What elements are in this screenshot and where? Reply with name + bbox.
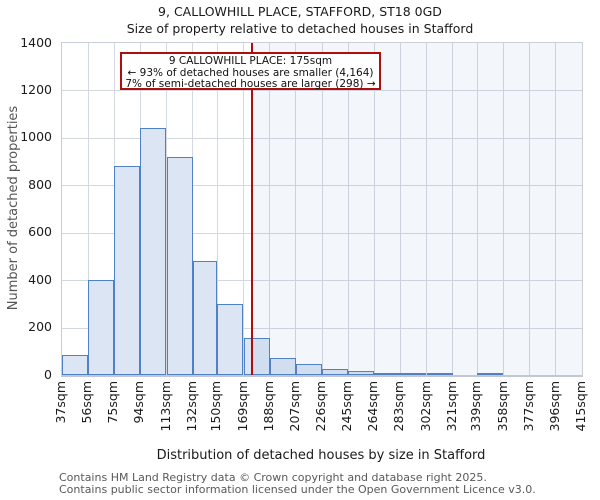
- footer-line-1: Contains HM Land Registry data © Crown c…: [59, 471, 487, 484]
- x-tick-label: 264sqm: [365, 381, 381, 432]
- grid-line-vertical: [321, 43, 323, 375]
- grid-line-horizontal: [62, 185, 582, 187]
- x-tick-label: 150sqm: [208, 381, 224, 432]
- x-tick-label: 132sqm: [183, 381, 199, 432]
- grid-line-vertical: [192, 43, 194, 375]
- histogram-bar: [62, 354, 89, 375]
- plot-area: 9 CALLOWHILL PLACE: 175sqm ← 93% of deta…: [61, 42, 583, 377]
- chart-title: 9, CALLOWHILL PLACE, STAFFORD, ST18 0GD: [158, 4, 442, 19]
- title-block: 9, CALLOWHILL PLACE, STAFFORD, ST18 0GD …: [0, 3, 600, 38]
- larger-region-shading: [251, 43, 582, 375]
- y-tick-label: 1000: [20, 129, 52, 145]
- grid-line-vertical: [243, 43, 245, 375]
- grid-line-vertical: [295, 43, 297, 375]
- x-tick-label: 75sqm: [105, 381, 121, 424]
- grid-line-vertical: [476, 43, 478, 375]
- grid-line-horizontal: [62, 280, 582, 282]
- grid-line-vertical: [529, 43, 531, 375]
- footer-line-2: Contains public sector information licen…: [59, 482, 536, 496]
- grid-line-vertical: [347, 43, 349, 375]
- x-axis-label: Distribution of detached houses by size …: [156, 448, 486, 463]
- histogram-bar: [400, 373, 427, 375]
- x-tick-label: 415sqm: [573, 381, 588, 432]
- x-tick-label: 377sqm: [520, 381, 536, 432]
- grid-line-vertical: [452, 43, 454, 375]
- y-tick-label: 200: [28, 319, 52, 335]
- grid-line-vertical: [373, 43, 375, 375]
- y-tick-label: 800: [28, 176, 52, 192]
- grid-line-vertical: [399, 43, 401, 375]
- x-tick-label: 207sqm: [286, 381, 302, 432]
- marker-line: [250, 43, 253, 375]
- chart-subtitle: Size of property relative to detached ho…: [126, 21, 474, 36]
- annotation-line-3: 7% of semi-detached houses are larger (2…: [125, 78, 376, 90]
- x-tick-label: 321sqm: [443, 381, 459, 432]
- y-tick-label: 400: [28, 271, 52, 287]
- y-tick-label: 600: [28, 224, 52, 240]
- x-tick-label: 339sqm: [468, 381, 484, 432]
- x-tick-label: 302sqm: [417, 381, 433, 432]
- x-tick-label: 358sqm: [494, 381, 510, 432]
- histogram-bar: [374, 373, 401, 375]
- grid-line-vertical: [426, 43, 428, 375]
- annotation-line-2: ← 93% of detached houses are smaller (4,…: [127, 66, 374, 79]
- histogram-bar: [88, 280, 115, 375]
- y-tick-label: 1200: [20, 81, 52, 97]
- x-tick-label: 396sqm: [546, 381, 562, 432]
- footer: Contains HM Land Registry data © Crown c…: [59, 472, 536, 495]
- grid-line-vertical: [555, 43, 557, 375]
- histogram-bar: [322, 369, 349, 375]
- x-tick-label: 283sqm: [391, 381, 407, 432]
- grid-line-vertical: [87, 43, 89, 375]
- x-tick-label: 37sqm: [53, 381, 68, 424]
- x-tick-label: 56sqm: [79, 381, 95, 424]
- histogram-bar: [140, 128, 167, 375]
- histogram-bar: [477, 373, 504, 375]
- y-tick-label: 1400: [20, 34, 52, 50]
- histogram-bar: [192, 261, 218, 375]
- histogram-bar: [217, 303, 244, 375]
- grid-line-horizontal: [62, 137, 582, 139]
- x-tick-label: 169sqm: [234, 381, 250, 432]
- histogram-bar: [348, 371, 375, 375]
- grid-line-horizontal: [62, 90, 582, 92]
- histogram-bar: [243, 338, 270, 375]
- y-tick-label: 0: [44, 366, 52, 382]
- histogram-bar: [114, 166, 141, 375]
- x-tick-label: 94sqm: [131, 381, 147, 424]
- annotation-box: 9 CALLOWHILL PLACE: 175sqm ← 93% of deta…: [120, 52, 381, 90]
- annotation-line-1: 9 CALLOWHILL PLACE: 175sqm: [168, 55, 333, 67]
- grid-line-horizontal: [62, 232, 582, 234]
- x-tick-label: 226sqm: [313, 381, 328, 432]
- grid-line-vertical: [216, 43, 218, 375]
- histogram-bar: [295, 364, 322, 375]
- histogram-bar: [269, 358, 296, 375]
- histogram-bar: [426, 373, 453, 375]
- grid-line-vertical: [503, 43, 505, 375]
- histogram-bar: [166, 156, 193, 375]
- x-tick-label: 188sqm: [260, 381, 276, 432]
- grid-line-horizontal: [62, 327, 582, 329]
- grid-line-vertical: [269, 43, 271, 375]
- x-tick-label: 113sqm: [157, 381, 173, 432]
- x-tick-label: 245sqm: [339, 381, 355, 432]
